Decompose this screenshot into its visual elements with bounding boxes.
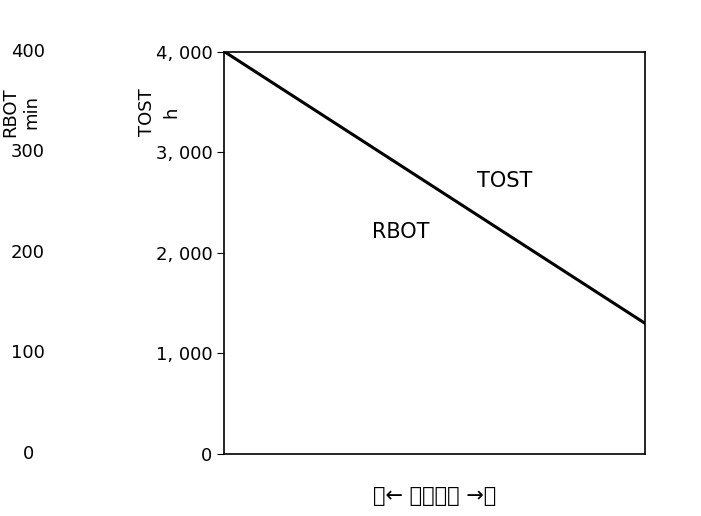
Text: 低← 芳香族分 →高: 低← 芳香族分 →高 xyxy=(373,486,496,506)
Text: RBOT: RBOT xyxy=(1,87,20,137)
Text: 300: 300 xyxy=(11,143,45,161)
Text: 200: 200 xyxy=(11,244,45,262)
Text: h: h xyxy=(163,106,181,118)
Text: TOST: TOST xyxy=(477,171,532,191)
Text: 100: 100 xyxy=(11,345,45,362)
Text: 400: 400 xyxy=(11,43,45,60)
Text: 0: 0 xyxy=(22,445,34,463)
Text: RBOT: RBOT xyxy=(372,222,429,242)
Text: TOST: TOST xyxy=(138,88,156,136)
Text: min: min xyxy=(22,95,41,129)
